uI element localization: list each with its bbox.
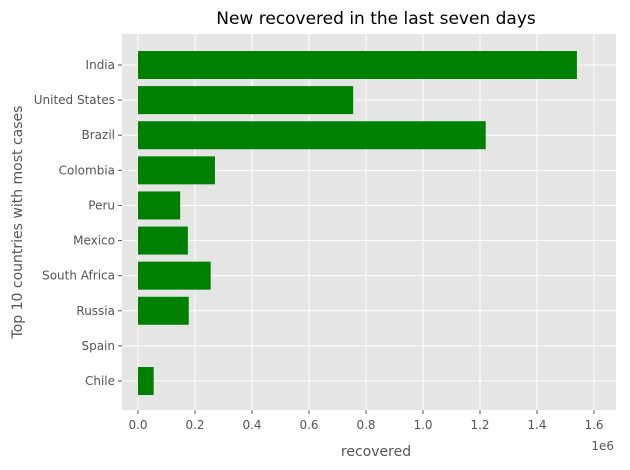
x-tick-label: 0.2 (185, 418, 204, 432)
y-tick-label: India (86, 58, 115, 72)
x-tick-label: 1.6 (584, 418, 603, 432)
bar (138, 226, 188, 255)
bar (138, 156, 215, 185)
y-tick-label: Mexico (73, 234, 115, 248)
x-axis-label: recovered (341, 444, 411, 460)
bars-group (138, 51, 577, 395)
x-tick-label: 0.8 (356, 418, 375, 432)
x-tick-label: 0.0 (128, 418, 147, 432)
bar (138, 296, 189, 325)
x-tick-label: 1.2 (470, 418, 489, 432)
bar (138, 86, 354, 115)
y-tick-label: Chile (85, 374, 115, 388)
bar (138, 191, 181, 220)
x-tick-label: 1.0 (413, 418, 432, 432)
y-tick-label: Spain (81, 339, 115, 353)
y-tick-label: Peru (88, 198, 115, 212)
x-tick-label: 0.6 (299, 418, 318, 432)
bar (138, 367, 154, 395)
chart-title: New recovered in the last seven days (216, 9, 536, 29)
x-axis-scale-label: 1e6 (591, 439, 614, 453)
x-tick-label: 1.4 (527, 418, 546, 432)
x-tick-label: 0.4 (242, 418, 261, 432)
x-axis-ticks: 0.0 0.2 0.4 0.6 0.8 1.0 1.2 1.4 1.6 (128, 410, 604, 432)
y-tick-label: South Africa (42, 269, 115, 283)
y-axis-ticks: India United States Brazil Colombia Peru Mexi… (34, 58, 122, 388)
y-axis-label: Top 10 countries with most cases (10, 106, 26, 340)
bar (138, 121, 486, 150)
bar (138, 51, 577, 79)
y-tick-label: Brazil (82, 128, 116, 142)
y-tick-label: Colombia (59, 163, 115, 177)
bar (138, 261, 211, 290)
y-tick-label: United States (34, 93, 115, 107)
y-tick-label: Russia (76, 304, 115, 318)
